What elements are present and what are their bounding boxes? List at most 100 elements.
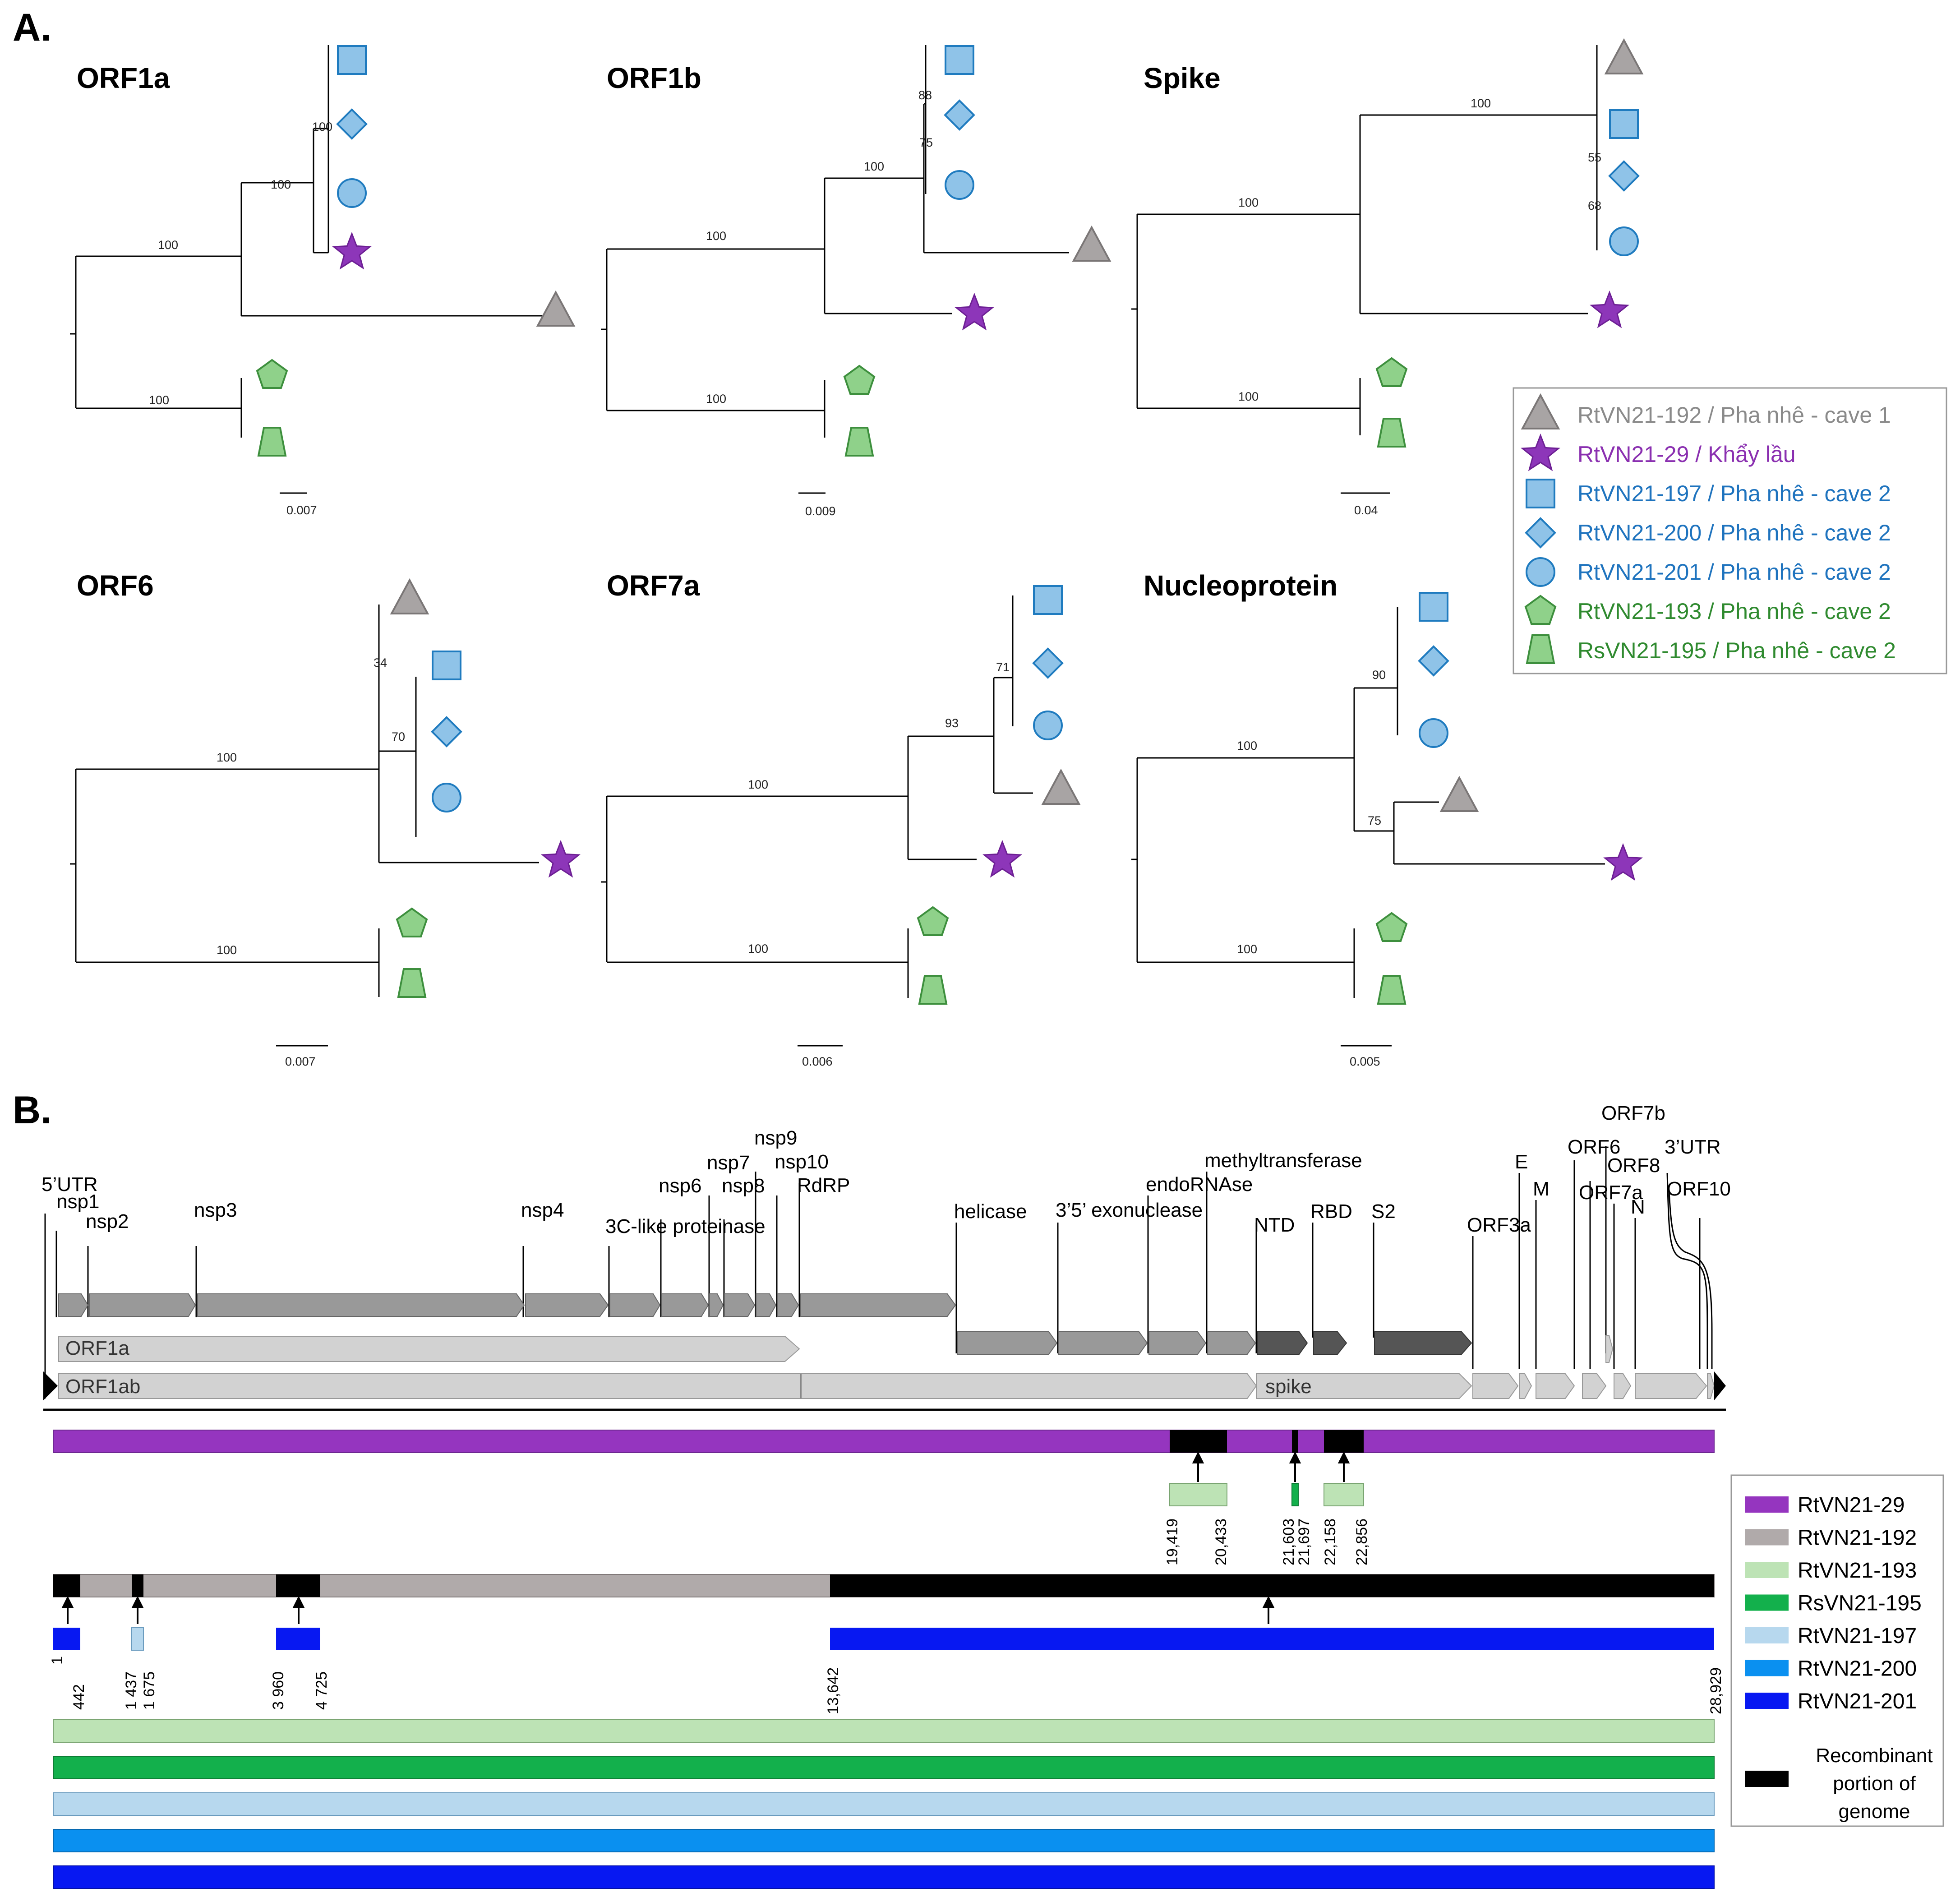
- orf1ab-label: ORF1ab: [65, 1375, 140, 1398]
- support-label: 100: [1238, 196, 1259, 209]
- leaf-symbol: [1604, 844, 1642, 880]
- gene-label: ORF7b: [1601, 1102, 1665, 1124]
- gene-label: RBD: [1310, 1200, 1352, 1223]
- leaf-symbol: [432, 783, 461, 812]
- support-label: 75: [919, 136, 933, 149]
- tree-orf6: ORF6 100 34 70 100 0.007: [70, 569, 580, 1068]
- tree-orf7a: ORF7a 100 71 93 100 0.006: [601, 569, 1080, 1068]
- gene-label: ORF8: [1607, 1154, 1660, 1177]
- tree-title: ORF6: [77, 569, 154, 602]
- legend-label: RtVN21-192: [1798, 1526, 1917, 1550]
- support-label: 100: [864, 160, 884, 173]
- orf1a-label: ORF1a: [65, 1337, 129, 1359]
- scale-bar-label: 0.005: [1350, 1055, 1380, 1068]
- leaf-symbol: [1418, 646, 1449, 676]
- bar-rtvn21-29: [53, 1430, 1715, 1453]
- legend-label: RtVN21-197 / Pha nhê - cave 2: [1577, 481, 1891, 506]
- gene-label: ORF7a: [1579, 1182, 1643, 1204]
- legend-label: RtVN21-201 / Pha nhê - cave 2: [1577, 559, 1891, 585]
- legend-symbol: [1526, 479, 1555, 508]
- leaf-symbol: [1591, 291, 1628, 328]
- support-label: 100: [706, 229, 726, 243]
- bar-rtvn21-200: [53, 1829, 1715, 1852]
- legend-label: RtVN21-193: [1798, 1559, 1917, 1583]
- legend-label: RtVN21-193 / Pha nhê - cave 2: [1577, 599, 1891, 624]
- bar-rtvn21-193: [53, 1719, 1715, 1743]
- gene-label: nsp6: [659, 1175, 701, 1197]
- legend-label: RtVN21-201: [1798, 1689, 1917, 1713]
- gene-label: ORF6: [1568, 1136, 1620, 1158]
- leaf-symbol: [1033, 585, 1063, 615]
- leaf-symbol: [542, 841, 580, 877]
- tree-title: Spike: [1144, 62, 1221, 94]
- leaf-symbol: [337, 45, 367, 75]
- support-label: 100: [706, 392, 726, 406]
- position-label: 1: [49, 1656, 66, 1665]
- support-label: 100: [271, 178, 291, 191]
- support-label: 68: [1588, 199, 1601, 212]
- leaf-symbol: [391, 579, 429, 614]
- support-label: 100: [748, 778, 768, 791]
- legend-symbol: [1526, 634, 1555, 664]
- gene-label: N: [1631, 1196, 1645, 1218]
- scale-bar-label: 0.009: [805, 504, 836, 518]
- leaf-symbol: [983, 841, 1021, 877]
- leaf-symbol: [955, 294, 993, 330]
- position-label: 1 437: [123, 1671, 140, 1710]
- gene-label: nsp8: [722, 1175, 765, 1197]
- gene-label: E: [1515, 1151, 1528, 1173]
- support-label: 100: [217, 943, 237, 957]
- gene-label: 3’UTR: [1665, 1136, 1721, 1158]
- tree-title: ORF1b: [607, 62, 701, 94]
- leaf-symbol: [1376, 357, 1407, 387]
- support-label: 70: [392, 730, 405, 743]
- leaf-symbol: [1419, 718, 1448, 748]
- leaf-symbol: [944, 100, 975, 130]
- support-label: 100: [1238, 390, 1259, 403]
- leaf-symbol: [1377, 418, 1406, 448]
- leaf-symbol: [432, 651, 461, 680]
- leaf-symbol: [1419, 592, 1448, 622]
- leaf-symbol: [1605, 39, 1643, 74]
- gene-label: S2: [1371, 1200, 1396, 1223]
- tree-title: ORF1a: [77, 62, 170, 94]
- support-label: 75: [1368, 814, 1381, 827]
- legend-label: RtVN21-197: [1798, 1624, 1917, 1648]
- orf1a-arrow: [58, 1336, 800, 1362]
- legend-label: RsVN21-195 / Pha nhê - cave 2: [1577, 638, 1896, 663]
- leaf-symbol: [337, 178, 367, 208]
- leaf-symbol: [1042, 770, 1080, 805]
- panel-label-b: B.: [13, 1089, 51, 1132]
- leaf-symbol: [1073, 226, 1111, 262]
- gene-label: nsp2: [86, 1210, 129, 1232]
- position-label: 21,603: [1280, 1519, 1297, 1565]
- legend-label: RtVN21-200 / Pha nhê - cave 2: [1577, 520, 1891, 545]
- leaf-symbol: [337, 109, 367, 139]
- position-label: 4 725: [313, 1671, 330, 1710]
- position-label: 20,433: [1213, 1519, 1230, 1565]
- gene-label: ORF3a: [1467, 1214, 1531, 1236]
- genome-map: 5’UTR nsp1 nsp2 nsp3 nsp4 3C-like protei…: [42, 1102, 1731, 1411]
- leaf-symbol: [1609, 161, 1639, 191]
- strain-legend: RtVN21-192 / Pha nhê - cave 1 RtVN21-29 …: [1513, 387, 1947, 674]
- position-label: 3 960: [270, 1671, 287, 1710]
- leaf-symbol: [258, 427, 286, 457]
- position-label: 442: [70, 1684, 88, 1710]
- position-label: 19,419: [1164, 1519, 1181, 1565]
- leaf-symbol: [396, 908, 428, 937]
- legend-label: RtVN21-200: [1798, 1657, 1917, 1681]
- support-label: 71: [996, 660, 1010, 674]
- leaf-symbol: [1377, 975, 1406, 1005]
- support-label: 100: [149, 393, 169, 407]
- scale-bar-label: 0.007: [285, 1055, 316, 1068]
- support-label: 88: [918, 88, 932, 102]
- leaf-symbol: [1376, 912, 1407, 942]
- legend-symbol: [1526, 557, 1555, 587]
- support-label: 100: [1471, 97, 1491, 110]
- leaf-symbol: [431, 716, 462, 747]
- gene-label: endoRNAse: [1146, 1173, 1253, 1195]
- support-label: 100: [748, 942, 768, 955]
- support-label: 90: [1372, 668, 1386, 682]
- gene-label: NTD: [1254, 1214, 1295, 1236]
- scale-bar-label: 0.007: [286, 503, 317, 517]
